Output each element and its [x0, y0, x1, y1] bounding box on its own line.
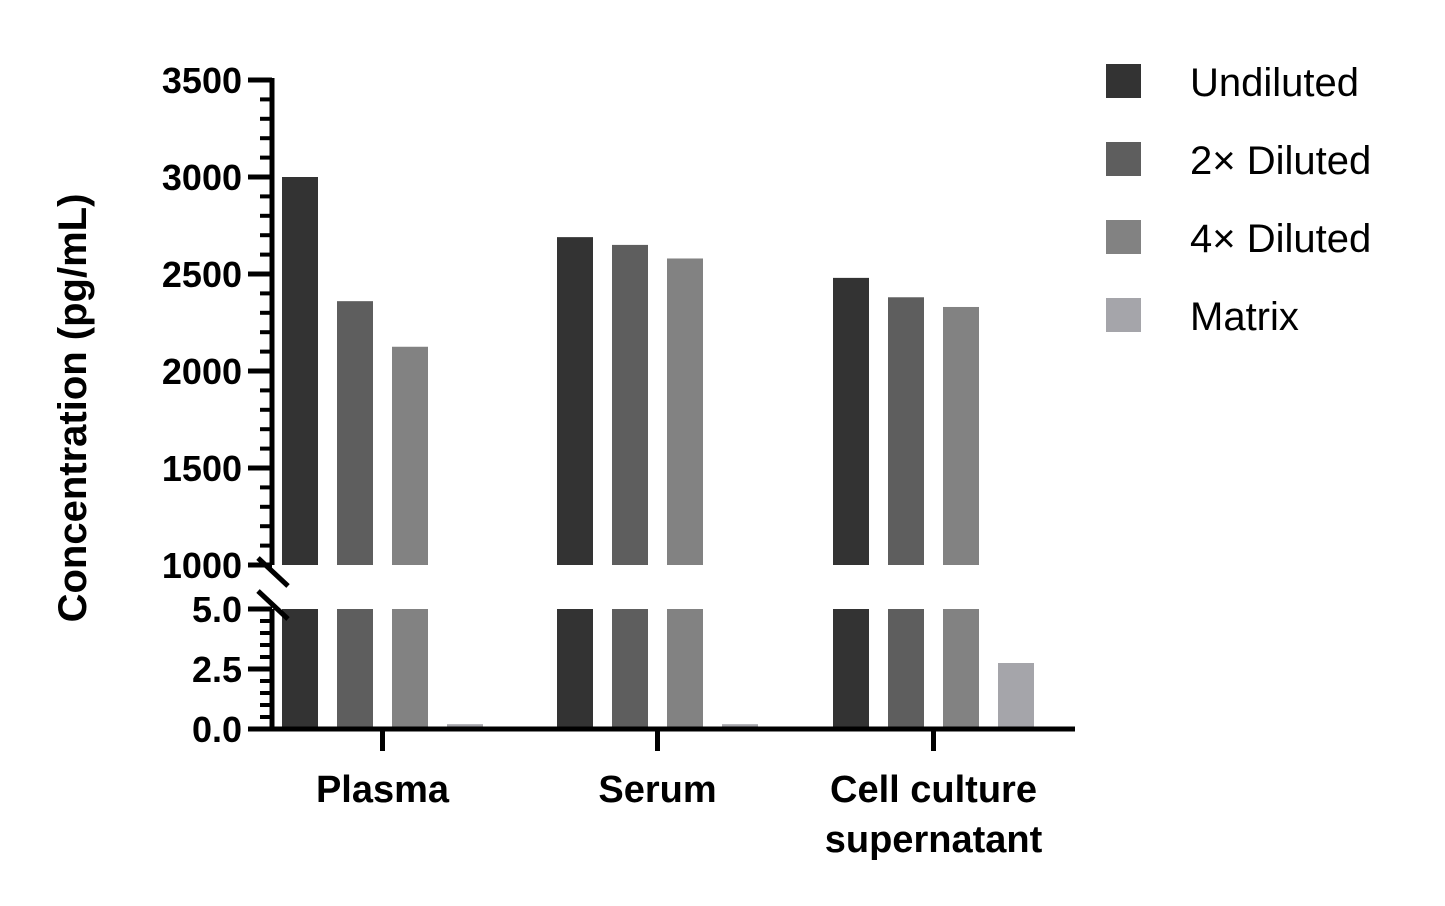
y-tick-label: 1000 [162, 545, 242, 586]
bar [667, 609, 703, 729]
bar [833, 277, 869, 565]
y-tick-label: 2000 [162, 351, 242, 392]
legend-swatch [1106, 298, 1141, 332]
y-tick-label: 5.0 [192, 589, 242, 630]
x-tick-label: Serum [598, 769, 716, 811]
bars-layer [282, 177, 1034, 729]
y-ticks-layer: 1000 1500 2000 2500 3000 3500 0.0 2.5 5.0 [162, 60, 272, 750]
y-tick-label: 2500 [162, 254, 242, 295]
bar [282, 609, 318, 729]
legend-label: 2× Diluted [1190, 139, 1371, 183]
legend-label: Matrix [1190, 295, 1299, 339]
bar [943, 609, 979, 729]
bar [557, 237, 593, 565]
legend-label: 4× Diluted [1190, 217, 1371, 261]
bar [282, 177, 318, 565]
bar [833, 609, 869, 729]
bar [888, 609, 924, 729]
x-tick-label: Cell culture [830, 769, 1037, 811]
legend-label: Undiluted [1190, 61, 1359, 105]
bar [667, 258, 703, 565]
bar [943, 306, 979, 565]
bar [337, 301, 373, 565]
bar [612, 609, 648, 729]
y-tick-label: 1500 [162, 448, 242, 489]
bar [392, 609, 428, 729]
x-tick-label: supernatant [825, 819, 1043, 861]
y-axis-title: Concentration (pg/mL) [51, 194, 95, 623]
x-tick-label: Plasma [316, 769, 450, 811]
bar [612, 244, 648, 565]
axis-break-mark [256, 589, 290, 621]
bar [888, 297, 924, 565]
bar [557, 609, 593, 729]
legend-swatch [1106, 64, 1141, 98]
bar [998, 663, 1034, 729]
legend-swatch [1106, 142, 1141, 176]
bar [392, 346, 428, 565]
y-tick-label: 3500 [162, 60, 242, 101]
y-tick-label: 2.5 [192, 649, 242, 690]
y-tick-label: 0.0 [192, 709, 242, 750]
legend-swatch [1106, 220, 1141, 254]
x-ticks-layer: Plasma Serum Cell culture supernatant [316, 729, 1043, 861]
y-tick-label: 3000 [162, 157, 242, 198]
bar [337, 609, 373, 729]
legend: Undiluted 2× Diluted 4× Diluted Matrix [1106, 61, 1371, 339]
